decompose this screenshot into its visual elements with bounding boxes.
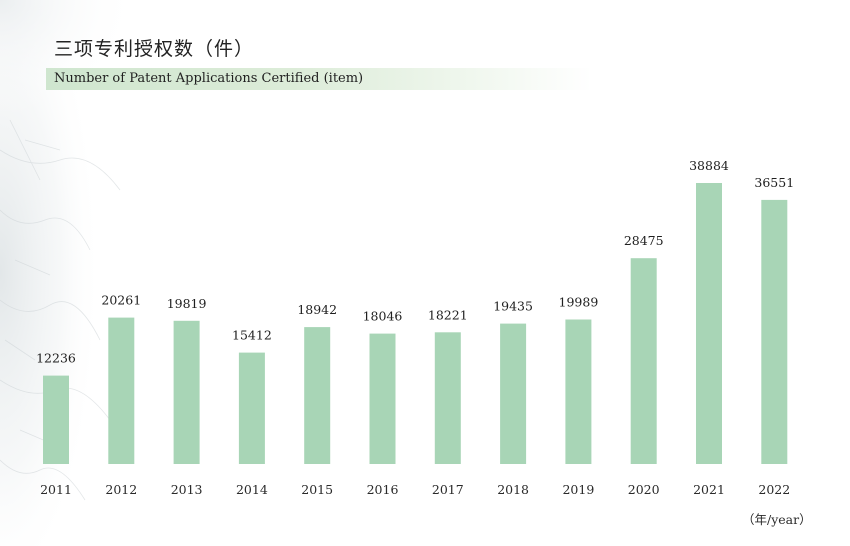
chart-title: 三项专利授权数（件） [54, 38, 255, 60]
category-label-2014: 2014 [236, 482, 268, 497]
category-label-2018: 2018 [497, 482, 529, 497]
category-label-2012: 2012 [105, 482, 137, 497]
bar-2012 [108, 317, 135, 464]
bar-2016 [369, 333, 396, 464]
value-labels: 12236 20261 19819 15412 18942 18046 18221 19435… [36, 158, 794, 366]
chart-subtitle: Number of Patent Applications Certified … [54, 71, 364, 86]
category-label-2021: 2021 [693, 482, 725, 497]
value-label-2020: 28475 [624, 233, 664, 248]
category-label-2017: 2017 [432, 482, 464, 497]
bar-2011 [43, 375, 69, 464]
bar-2015 [304, 327, 331, 464]
value-label-2018: 19435 [493, 299, 533, 314]
category-label-2020: 2020 [628, 482, 660, 497]
bar-2018 [500, 323, 527, 464]
value-label-2015: 18942 [297, 302, 337, 317]
value-label-2012: 20261 [101, 293, 141, 308]
category-labels: 2011 2012 2013 2014 2015 2016 2017 2018 2019 2020… [40, 482, 790, 497]
value-label-2021: 38884 [689, 158, 729, 173]
bars [43, 183, 788, 464]
category-label-2016: 2016 [367, 482, 399, 497]
value-label-2017: 18221 [428, 307, 468, 322]
category-label-2022: 2022 [758, 482, 790, 497]
bar-2014 [238, 352, 265, 464]
bar-2019 [565, 319, 592, 464]
bar-2022 [761, 199, 788, 464]
value-label-2014: 15412 [232, 328, 272, 343]
value-label-2019: 19989 [559, 295, 599, 310]
bar-2013 [173, 320, 200, 464]
bar-2017 [434, 332, 461, 464]
category-label-2019: 2019 [562, 482, 594, 497]
subtitle-band [46, 68, 592, 90]
value-label-2016: 18046 [363, 309, 403, 324]
category-label-2011: 2011 [40, 482, 72, 497]
value-label-2022: 36551 [754, 175, 794, 190]
category-label-2015: 2015 [301, 482, 333, 497]
bar-2021 [696, 183, 722, 464]
category-label-2013: 2013 [171, 482, 203, 497]
bar-2020 [630, 258, 657, 464]
value-label-2013: 19819 [167, 296, 207, 311]
x-axis-unit-label: （年/year） [742, 512, 812, 527]
value-label-2011: 12236 [36, 351, 76, 366]
